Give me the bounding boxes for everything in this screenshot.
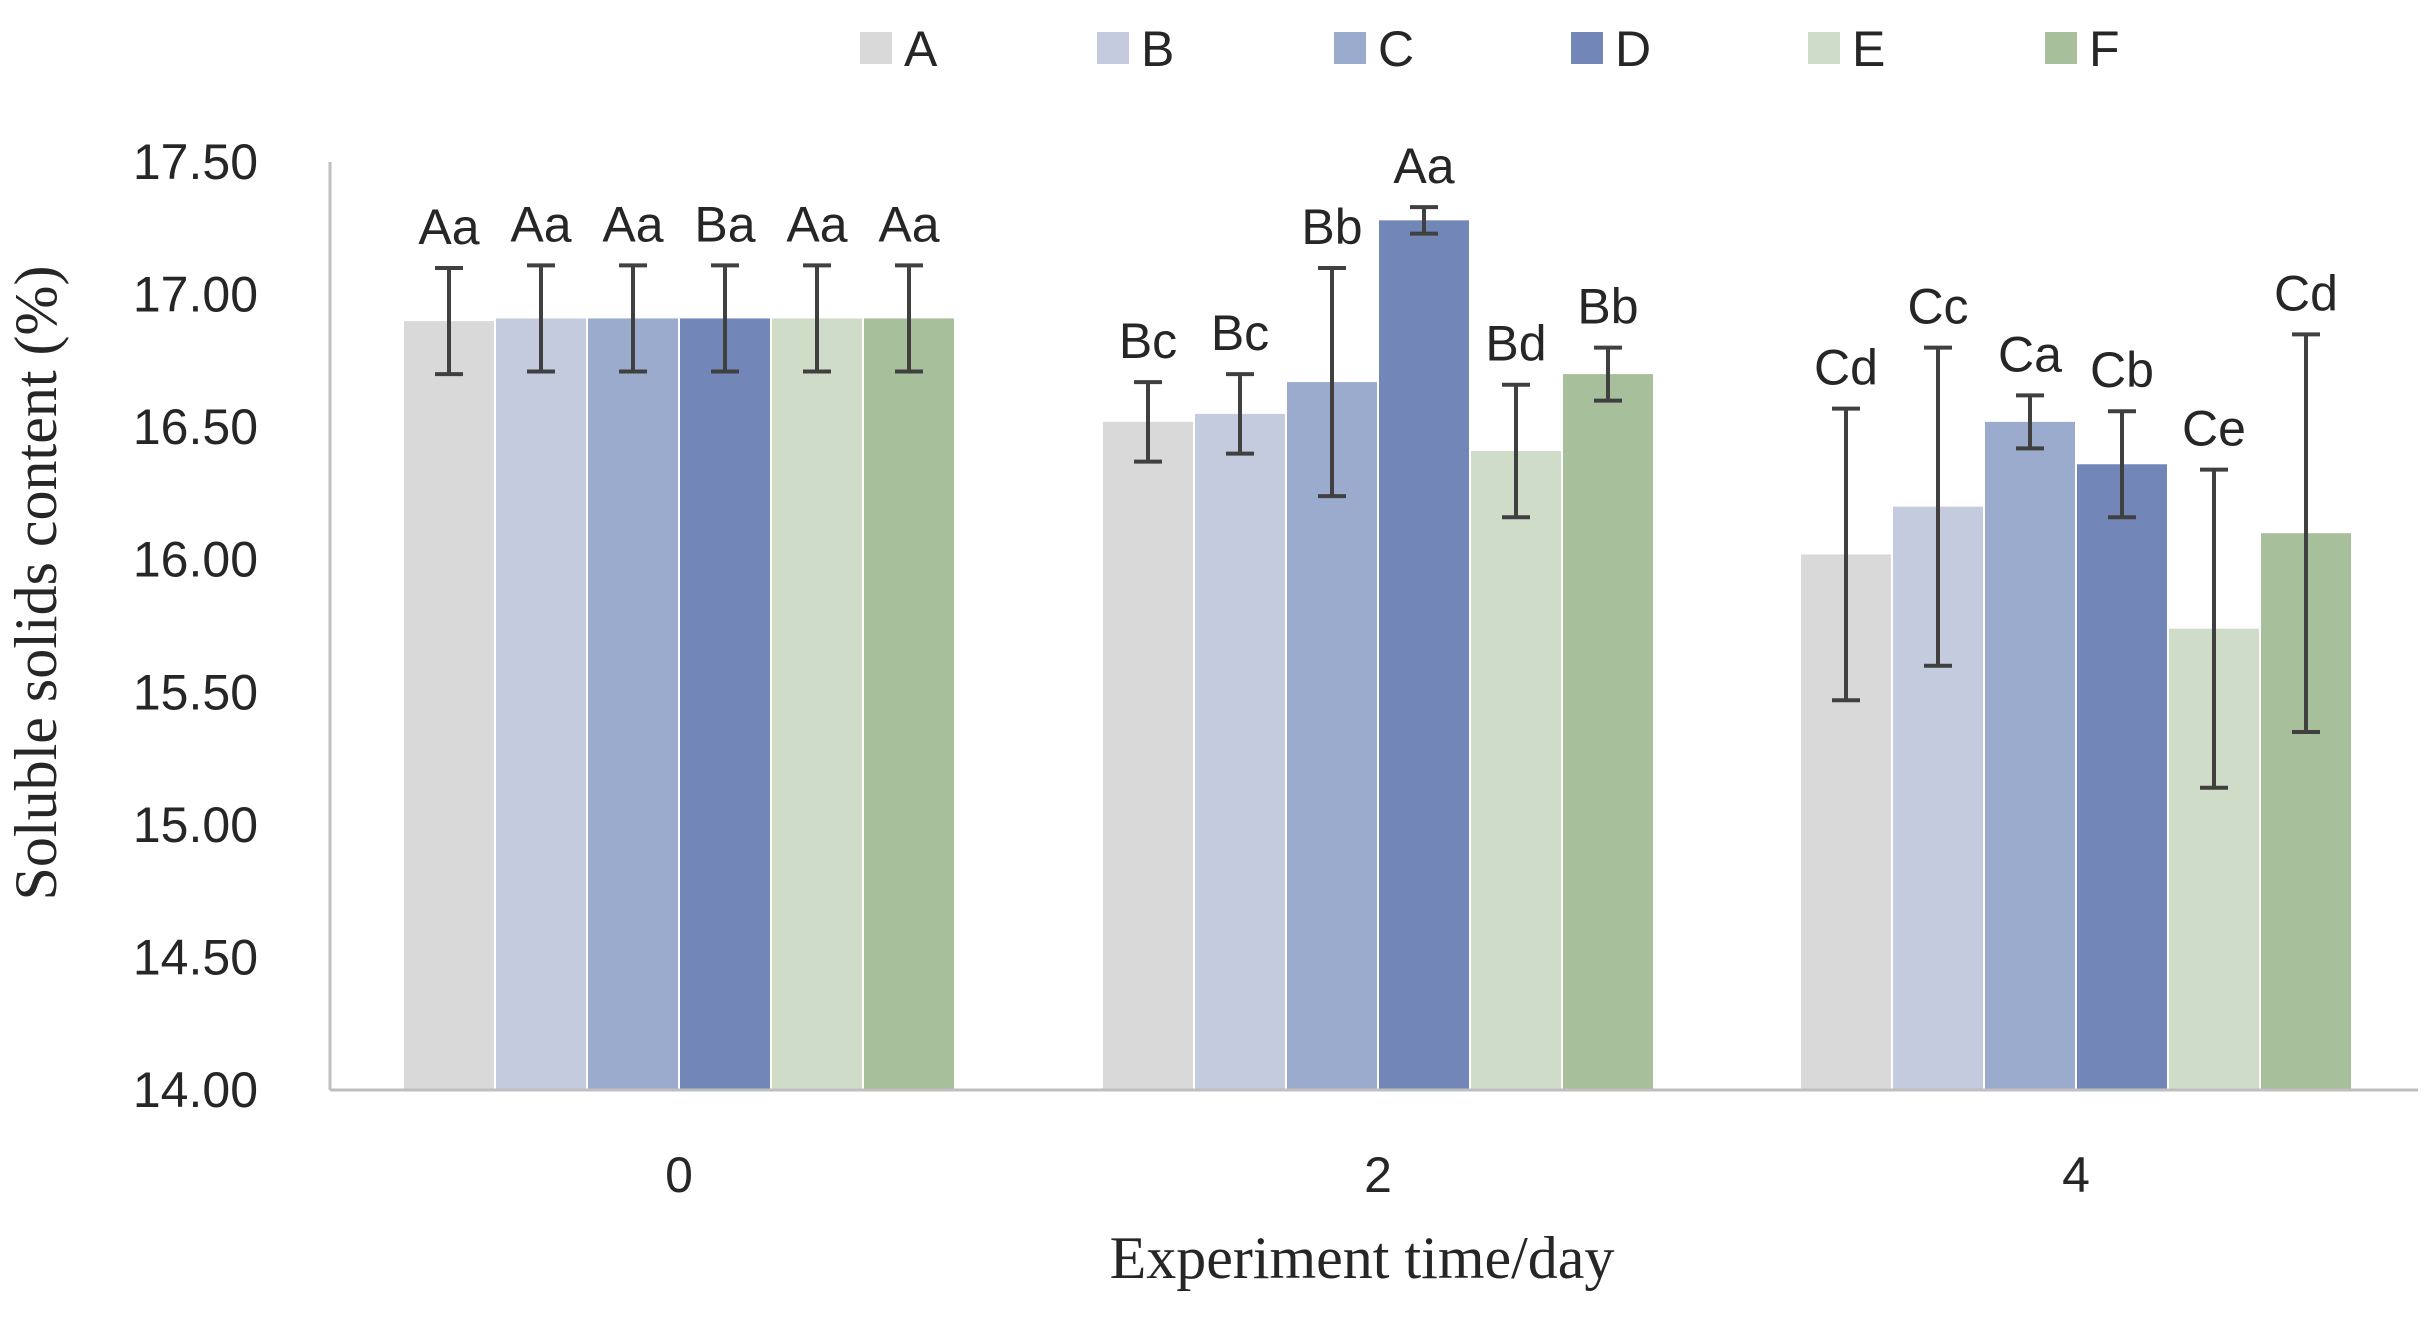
y-tick-label: 17.50 [133, 134, 258, 190]
significance-label: Aa [1393, 138, 1454, 194]
bar-B-0 [496, 318, 586, 1090]
y-tick-label: 16.50 [133, 399, 258, 455]
x-axis-ticks: 0 2 4 [665, 1147, 2090, 1203]
significance-label: Aa [878, 196, 939, 252]
y-tick-label: 14.00 [133, 1062, 258, 1118]
y-tick-label: 15.50 [133, 664, 258, 720]
significance-label: Cb [2090, 342, 2154, 398]
legend-label-F: F [2089, 21, 2120, 77]
axes [328, 162, 2418, 1092]
legend-swatch-E [1808, 32, 1840, 64]
legend: A B C D E F [860, 21, 2120, 77]
y-tick-label: 15.00 [133, 797, 258, 853]
significance-label: Bb [1577, 279, 1638, 335]
bar-D-2 [1379, 220, 1469, 1090]
bar-E-2 [1471, 451, 1561, 1090]
bar-D-4 [2077, 464, 2167, 1091]
bar-B-2 [1195, 413, 1285, 1090]
legend-label-B: B [1141, 21, 1174, 77]
significance-label: Bd [1485, 316, 1546, 372]
bar-A-2 [1103, 421, 1193, 1091]
bar-A-0 [404, 321, 494, 1091]
legend-swatch-B [1097, 32, 1129, 64]
bar-F-2 [1563, 374, 1653, 1091]
bar-C-4 [1985, 421, 2075, 1091]
x-tick-label: 2 [1364, 1147, 1392, 1203]
legend-swatch-A [860, 32, 892, 64]
legend-label-E: E [1852, 21, 1885, 77]
bar-F-0 [864, 318, 954, 1090]
significance-label: Cd [1814, 340, 1878, 396]
y-tick-label: 14.50 [133, 929, 258, 985]
significance-label: Ca [1998, 326, 2062, 382]
y-tick-label: 17.00 [133, 267, 258, 323]
legend-swatch-D [1571, 32, 1603, 64]
x-tick-label: 0 [665, 1147, 693, 1203]
significance-label: Cc [1907, 279, 1968, 335]
bar-C-0 [588, 318, 678, 1090]
legend-label-D: D [1615, 21, 1651, 77]
significance-label: Ba [694, 196, 755, 252]
significance-label: Aa [786, 196, 847, 252]
significance-label: Aa [510, 196, 571, 252]
significance-label: Aa [418, 199, 479, 255]
legend-label-A: A [904, 21, 938, 77]
bars-layer [404, 220, 2351, 1091]
significance-label: Ce [2182, 401, 2246, 457]
error-bars-layer [435, 205, 2320, 790]
bar-D-0 [680, 318, 770, 1090]
significance-label: Aa [602, 196, 663, 252]
significance-label: Bb [1301, 199, 1362, 255]
x-tick-label: 4 [2062, 1147, 2090, 1203]
bar-E-0 [772, 318, 862, 1090]
y-axis-title: Soluble solids content (%) [3, 266, 69, 901]
legend-label-C: C [1378, 21, 1414, 77]
legend-swatch-F [2045, 32, 2077, 64]
significance-label: Bc [1211, 305, 1269, 361]
x-axis-title: Experiment time/day [1110, 1225, 1615, 1291]
significance-label: Cd [2274, 265, 2338, 321]
significance-label: Bc [1119, 313, 1177, 369]
bar-C-2 [1287, 382, 1377, 1090]
y-tick-label: 16.00 [133, 532, 258, 588]
legend-swatch-C [1334, 32, 1366, 64]
significance-labels-layer: Aa Aa Aa Ba Aa Aa Bc Bc Bb Aa Bd Bb Cd Cc Ca Cb Ce Cd [418, 138, 2338, 456]
y-axis-ticks: 14.00 14.50 15.00 15.50 16.00 16.50 17.00 17.50 [133, 134, 258, 1118]
